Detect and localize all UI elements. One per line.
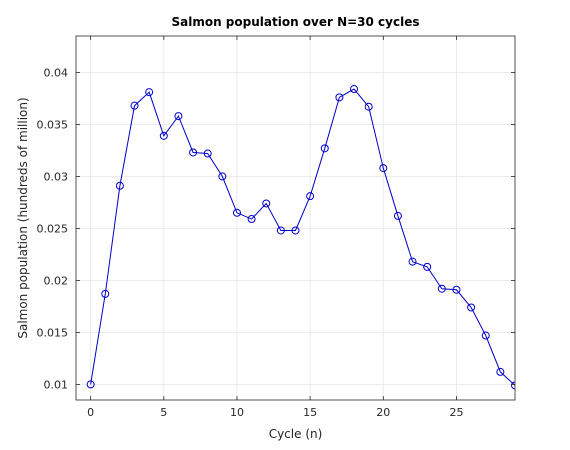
data-point xyxy=(423,262,432,271)
y-tick-label: 0.025 xyxy=(37,222,69,235)
data-point xyxy=(452,285,461,294)
y-axis-label: Salmon population (hundreds of million) xyxy=(16,97,30,338)
data-point xyxy=(174,112,183,121)
y-tick-label: 0.035 xyxy=(37,118,69,131)
data-point xyxy=(276,226,285,235)
ticks: 0 5 10 15 20 25 0.01 0.015 0.02 0.025 0.03 0.035 0.0… xyxy=(37,36,515,419)
x-tick-label: 10 xyxy=(230,406,244,419)
chart-title: Salmon population over N=30 cycles xyxy=(171,15,419,29)
data-point xyxy=(364,102,373,111)
x-tick-label: 20 xyxy=(376,406,390,419)
x-tick-label: 25 xyxy=(449,406,463,419)
data-point xyxy=(218,172,227,181)
data-point xyxy=(467,303,476,312)
data-point xyxy=(511,381,515,390)
data-point xyxy=(335,93,344,102)
data-point xyxy=(247,215,256,224)
data-point xyxy=(320,144,329,153)
data-point xyxy=(86,380,95,389)
data-point xyxy=(481,331,490,340)
data-point xyxy=(262,199,271,208)
data-point xyxy=(393,211,402,220)
series-layer xyxy=(86,85,515,390)
data-point xyxy=(306,192,315,201)
data-point xyxy=(145,88,154,97)
data-point xyxy=(203,149,212,158)
data-point xyxy=(189,148,198,157)
data-point xyxy=(130,101,139,110)
data-point xyxy=(291,226,300,235)
data-point xyxy=(350,85,359,94)
x-tick-label: 0 xyxy=(87,406,94,419)
x-tick-label: 15 xyxy=(303,406,317,419)
series-line xyxy=(90,88,515,386)
data-point xyxy=(496,367,505,376)
data-point xyxy=(379,164,388,173)
plot-area xyxy=(76,36,515,400)
y-tick-label: 0.04 xyxy=(44,66,69,79)
y-tick-label: 0.03 xyxy=(44,170,69,183)
data-point xyxy=(232,208,241,217)
y-tick-label: 0.02 xyxy=(44,274,69,287)
data-point xyxy=(101,289,110,298)
data-point xyxy=(408,257,417,266)
data-point xyxy=(159,131,168,140)
data-point xyxy=(437,284,446,293)
x-axis-label: Cycle (n) xyxy=(269,427,323,441)
data-point xyxy=(115,181,124,190)
plot-frame xyxy=(75,35,516,401)
grid xyxy=(76,36,515,400)
x-tick-label: 5 xyxy=(160,406,167,419)
y-tick-label: 0.015 xyxy=(37,326,69,339)
y-tick-label: 0.01 xyxy=(44,378,69,391)
